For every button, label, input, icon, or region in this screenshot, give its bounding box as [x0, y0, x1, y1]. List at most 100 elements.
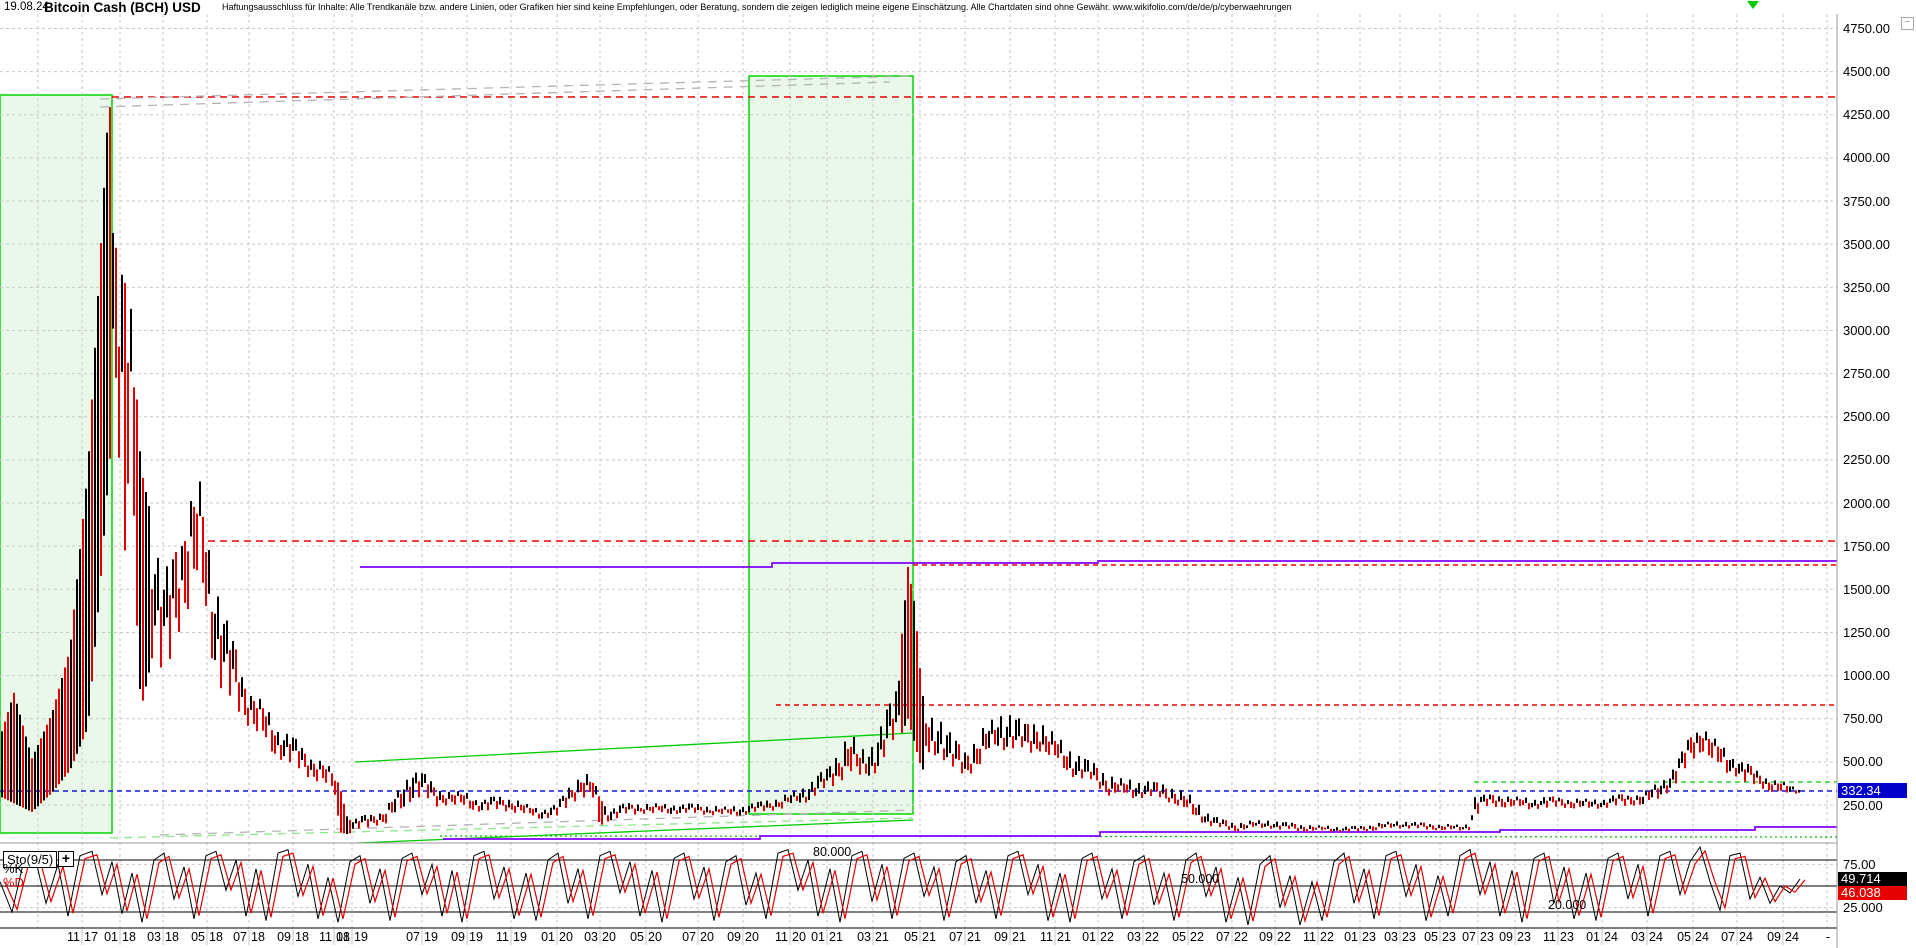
- date-axis-label: 05: [191, 930, 205, 944]
- date-axis-label: 07: [949, 930, 963, 944]
- date-axis-label: 09: [1767, 930, 1781, 944]
- date-axis-label: 18: [165, 930, 179, 944]
- date-axis-label: 01: [541, 930, 555, 944]
- price-axis-label: 3750.00: [1843, 193, 1890, 209]
- highlight-box: [748, 75, 914, 815]
- sto-k-label: %K: [3, 861, 24, 876]
- date-axis-label: 03: [1631, 930, 1645, 944]
- sto-k-value-label: 49.714: [1838, 872, 1907, 887]
- date-axis-label: 09: [727, 930, 741, 944]
- date-axis-label: 11: [775, 930, 788, 944]
- last-price-label: 332.34: [1838, 783, 1907, 799]
- date-axis-label: 01: [1586, 930, 1600, 944]
- price-axis-label: 1500.00: [1843, 581, 1890, 597]
- date-axis-label: 20: [700, 930, 714, 944]
- date-axis-label: 21: [922, 930, 936, 944]
- price-axis-label: 4500.00: [1843, 64, 1890, 80]
- price-axis-label: 1250.00: [1843, 624, 1890, 640]
- price-axis-label: 3250.00: [1843, 279, 1890, 295]
- date-axis-end-dash: -: [1826, 930, 1831, 944]
- date-axis-label: 01: [1082, 930, 1096, 944]
- date-axis-label: 05: [1424, 930, 1438, 944]
- date-axis-label: 20: [745, 930, 759, 944]
- date-axis-label: 03: [584, 930, 598, 944]
- price-axis-label: 1000.00: [1843, 668, 1890, 684]
- sto-settings-button[interactable]: +: [58, 851, 74, 867]
- date-axis-label: 01: [811, 930, 825, 944]
- date-axis-label: 11: [1303, 930, 1316, 944]
- date-axis-label: 11: [496, 930, 509, 944]
- date-axis-label: 19: [469, 930, 483, 944]
- date-axis-label: 19: [354, 930, 368, 944]
- date-axis-label: 24: [1739, 930, 1753, 944]
- date-axis-label: 11: [67, 930, 80, 944]
- date-axis-label: 24: [1649, 930, 1663, 944]
- sto-axis-label: 75.00: [1843, 856, 1876, 872]
- chart-date-label: 19.08.24: [4, 1, 49, 13]
- date-axis-label: 19: [513, 930, 527, 944]
- price-axis-label: 750.00: [1843, 711, 1883, 727]
- date-axis-label: 11: [319, 930, 332, 944]
- date-axis-label: 09: [277, 930, 291, 944]
- price-axis-label: 2500.00: [1843, 409, 1890, 425]
- date-axis-label: 01: [104, 930, 118, 944]
- price-axis-label: 2000.00: [1843, 495, 1890, 511]
- trend-gray-low: [159, 809, 914, 836]
- date-axis-label: 05: [904, 930, 918, 944]
- purple-line-upper: [360, 560, 1837, 568]
- price-axis-label: 2250.00: [1843, 452, 1890, 468]
- date-axis-label: 03: [1384, 930, 1398, 944]
- price-axis-label: 250.00: [1843, 797, 1883, 813]
- date-axis-label: 18: [122, 930, 136, 944]
- date-axis-label: 23: [1402, 930, 1416, 944]
- date-axis-label: 20: [792, 930, 806, 944]
- sto-indicator-label[interactable]: Sto(9/5): [3, 851, 58, 868]
- date-axis-label: 22: [1320, 930, 1334, 944]
- date-axis-label: 07: [233, 930, 247, 944]
- date-axis-label: 05: [630, 930, 644, 944]
- date-axis-label: 22: [1145, 930, 1159, 944]
- trend-gray-top-2: [99, 81, 891, 108]
- date-axis-label: 01: [1344, 930, 1358, 944]
- date-axis-label: 21: [829, 930, 843, 944]
- sto-level-label: 20.000: [1548, 898, 1587, 912]
- date-axis-label: 24: [1695, 930, 1709, 944]
- price-axis-label: 2750.00: [1843, 366, 1890, 382]
- date-axis-label: 09: [1259, 930, 1273, 944]
- date-axis-label: 18: [251, 930, 265, 944]
- date-axis-label: 23: [1480, 930, 1494, 944]
- sto-level-label: 80.000: [813, 845, 852, 859]
- date-axis-label: 11: [1040, 930, 1053, 944]
- price-axis-label: 1750.00: [1843, 538, 1890, 554]
- date-axis-label: 19: [424, 930, 438, 944]
- channel-palegreen: [109, 817, 914, 839]
- purple-line-lower: [443, 826, 1837, 840]
- price-axis-label: 3000.00: [1843, 322, 1890, 338]
- sto-d-value-label: 46.038: [1838, 886, 1907, 901]
- date-axis-label: 22: [1234, 930, 1248, 944]
- date-axis-label: 22: [1100, 930, 1114, 944]
- date-axis-label: 21: [1057, 930, 1071, 944]
- date-axis-label: 18: [209, 930, 223, 944]
- date-axis-label: 07: [406, 930, 420, 944]
- marker-arrow-icon: [1747, 1, 1759, 9]
- date-axis-label: 18: [336, 930, 350, 944]
- sto-d-label: %D: [3, 875, 24, 890]
- date-axis-label: 17: [84, 930, 98, 944]
- minimize-icon[interactable]: −: [1901, 17, 1914, 30]
- date-axis-label: 05: [1677, 930, 1691, 944]
- sto-d-line: [4, 849, 1806, 924]
- price-axis-label: 500.00: [1843, 754, 1883, 770]
- trend-gray-top-1: [99, 75, 914, 100]
- date-axis-label: 21: [967, 930, 981, 944]
- date-axis-label: 20: [648, 930, 662, 944]
- date-axis-label: 21: [875, 930, 889, 944]
- date-axis-label: 20: [602, 930, 616, 944]
- date-axis-label: 24: [1604, 930, 1618, 944]
- date-axis-label: 21: [1012, 930, 1026, 944]
- support-green-dotted: [439, 835, 1838, 838]
- sto-k-line: [0, 845, 1801, 926]
- date-axis-label: 18: [295, 930, 309, 944]
